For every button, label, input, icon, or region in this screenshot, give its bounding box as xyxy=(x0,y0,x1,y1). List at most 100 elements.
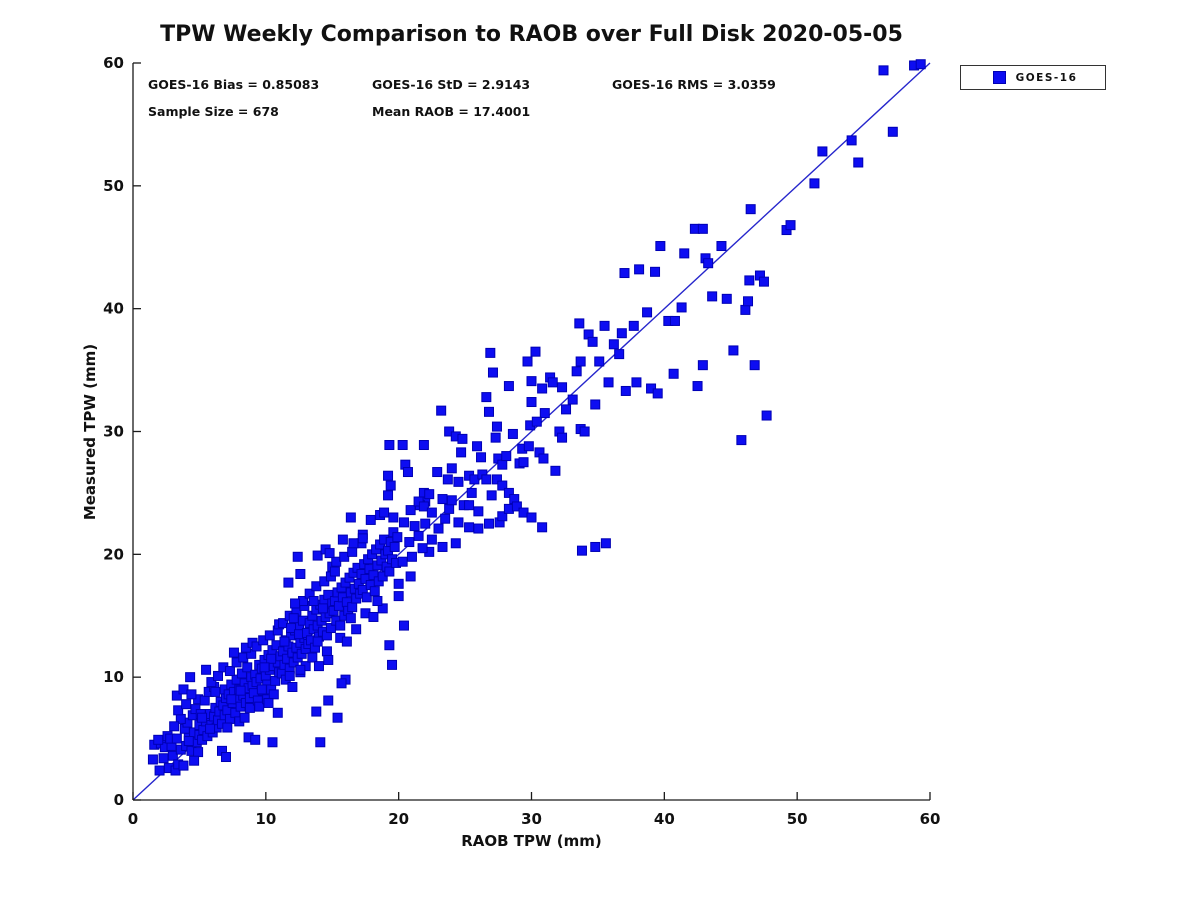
scatter-point xyxy=(634,264,645,275)
scatter-point xyxy=(579,426,590,437)
scatter-point xyxy=(740,304,751,315)
scatter-point xyxy=(321,646,332,657)
scatter-point xyxy=(250,734,261,745)
scatter-point xyxy=(256,684,267,695)
scatter-point xyxy=(503,487,514,498)
scatter-point xyxy=(308,596,319,607)
scatter-point xyxy=(311,706,322,717)
scatter-point xyxy=(616,328,627,339)
scatter-point xyxy=(574,318,585,329)
scatter-point xyxy=(523,441,534,452)
scatter-point xyxy=(761,410,772,421)
stat-sample-size-text: Sample Size = 678 xyxy=(148,104,279,119)
scatter-point xyxy=(239,712,250,723)
scatter-point xyxy=(631,377,642,388)
scatter-point xyxy=(526,376,537,387)
scatter-point xyxy=(351,624,362,635)
scatter-point xyxy=(167,750,178,761)
scatter-point xyxy=(379,507,390,518)
scatter-point xyxy=(398,620,409,631)
scatter-point xyxy=(472,441,483,452)
y-tick-label: 40 xyxy=(103,300,124,318)
scatter-point xyxy=(317,603,328,614)
scatter-point xyxy=(417,543,428,554)
scatter-point xyxy=(668,368,679,379)
scatter-point xyxy=(497,459,508,470)
scatter-point xyxy=(368,611,379,622)
scatter-point xyxy=(483,518,494,529)
scatter-point xyxy=(418,440,429,451)
scatter-point xyxy=(313,661,324,672)
scatter-point xyxy=(292,551,303,562)
scatter-point xyxy=(242,662,253,673)
scatter-point xyxy=(323,695,334,706)
stat-std-text: GOES-16 StD = 2.9143 xyxy=(372,77,531,92)
scatter-point xyxy=(345,613,356,624)
scatter-point xyxy=(446,495,457,506)
scatter-point xyxy=(426,534,437,545)
scatter-point xyxy=(481,392,492,403)
scatter-point xyxy=(361,592,372,603)
scatter-point xyxy=(557,382,568,393)
scatter-point xyxy=(846,135,857,146)
scatter-point xyxy=(268,689,279,700)
scatter-point xyxy=(511,501,522,512)
scatter-point xyxy=(226,694,237,705)
scatter-point xyxy=(329,566,340,577)
scatter-point xyxy=(201,664,212,675)
scatter-point xyxy=(550,465,561,476)
scatter-point xyxy=(476,452,487,463)
scatter-point xyxy=(193,747,204,758)
scatter-point xyxy=(736,435,747,446)
scatter-point xyxy=(213,670,224,681)
scatter-point xyxy=(393,578,404,589)
y-tick-label: 30 xyxy=(103,423,124,441)
scatter-point xyxy=(501,451,512,462)
scatter-point xyxy=(442,474,453,485)
scatter-point xyxy=(369,586,380,597)
scatter-point xyxy=(561,404,572,415)
scatter-point xyxy=(323,654,334,665)
scatter-point xyxy=(418,501,429,512)
scatter-point xyxy=(749,360,760,371)
scatter-point xyxy=(220,752,231,763)
scatter-point xyxy=(402,467,413,478)
scatter-point xyxy=(337,534,348,545)
scatter-point xyxy=(173,705,184,716)
scatter-point xyxy=(286,623,297,634)
scatter-point xyxy=(433,523,444,534)
scatter-point xyxy=(642,307,653,318)
scatter-point xyxy=(437,541,448,552)
scatter-point xyxy=(697,223,708,234)
scatter-point xyxy=(307,652,318,663)
scatter-point xyxy=(743,296,754,307)
scatter-point xyxy=(405,571,416,582)
scatter-point xyxy=(628,320,639,331)
scatter-point xyxy=(267,737,278,748)
x-tick-label: 40 xyxy=(654,810,675,828)
scatter-point xyxy=(490,432,501,443)
scatter-point xyxy=(345,512,356,523)
scatter-point xyxy=(809,178,820,189)
scatter-point xyxy=(485,347,496,358)
scatter-point xyxy=(473,523,484,534)
stat-bias-text: GOES-16 Bias = 0.85083 xyxy=(148,77,320,92)
y-tick-label: 0 xyxy=(114,791,124,809)
x-tick-label: 30 xyxy=(521,810,542,828)
scatter-point xyxy=(315,737,326,748)
scatter-point xyxy=(464,500,475,511)
x-tick-label: 60 xyxy=(920,810,941,828)
scatter-point xyxy=(518,457,529,468)
scatter-point xyxy=(341,636,352,647)
scatter-point xyxy=(222,722,233,733)
scatter-point xyxy=(522,356,533,367)
scatter-point xyxy=(450,538,461,549)
chart-title: TPW Weekly Comparison to RAOB over Full … xyxy=(160,22,903,47)
scatter-point xyxy=(619,268,630,279)
y-tick-label: 60 xyxy=(103,54,124,72)
scatter-point xyxy=(335,620,346,631)
scatter-point xyxy=(279,636,290,647)
scatter-point xyxy=(655,241,666,252)
